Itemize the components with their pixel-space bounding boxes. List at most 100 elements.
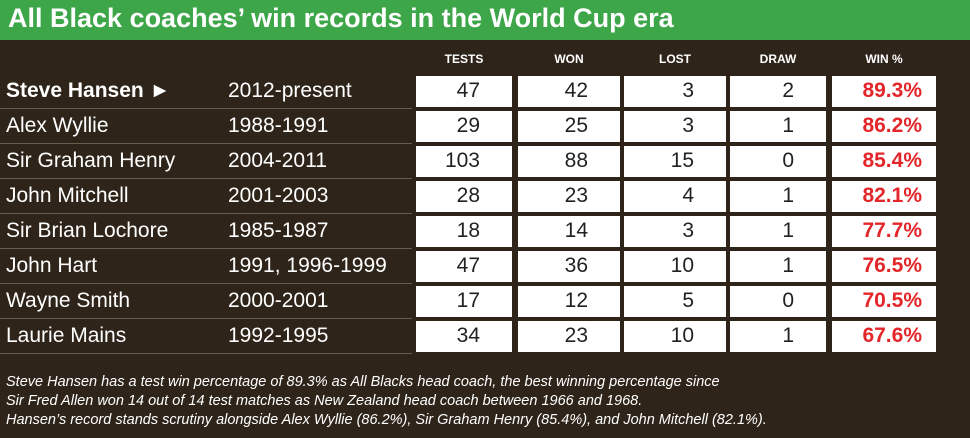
stat: 47 xyxy=(456,79,480,102)
period: 2000-2001 xyxy=(228,289,329,312)
cell-bg xyxy=(832,76,936,107)
cell-bg xyxy=(730,216,826,247)
footnote: Hansen’s record stands scrutiny alongsid… xyxy=(6,412,767,428)
coach-name: Alex Wyllie xyxy=(6,114,109,137)
cell-bg xyxy=(416,181,512,212)
stat: 36 xyxy=(564,254,588,277)
stat: 17 xyxy=(456,289,480,312)
stat: 15 xyxy=(670,149,694,172)
cell-bg xyxy=(624,146,726,177)
cell-bg xyxy=(730,321,826,352)
row-separator xyxy=(0,283,412,284)
cell-bg xyxy=(624,76,726,107)
win-percent: 86.2% xyxy=(862,114,922,137)
stat: 3 xyxy=(682,219,694,242)
title: All Black coaches’ win records in the Wo… xyxy=(8,3,674,33)
stat: 1 xyxy=(782,184,794,207)
win-percent: 76.5% xyxy=(862,254,922,277)
coach-name: Sir Brian Lochore xyxy=(6,219,169,242)
stat: 5 xyxy=(682,289,694,312)
row-separator xyxy=(0,353,412,354)
column-header: WON xyxy=(554,52,584,66)
win-percent: 70.5% xyxy=(862,289,922,312)
cell-bg xyxy=(624,321,726,352)
period: 2012-present xyxy=(228,79,352,102)
row-separator xyxy=(0,213,412,214)
footnote: Steve Hansen has a test win percentage o… xyxy=(6,374,720,390)
cell-bg xyxy=(832,321,936,352)
cell-bg xyxy=(832,146,936,177)
cell-bg xyxy=(624,286,726,317)
period: 1985-1987 xyxy=(228,219,329,242)
stat: 10 xyxy=(670,324,694,347)
period: 2001-2003 xyxy=(228,184,329,207)
cell-bg xyxy=(832,216,936,247)
stat: 0 xyxy=(782,149,794,172)
cell-bg xyxy=(518,76,620,107)
stat: 88 xyxy=(564,149,588,172)
stat: 2 xyxy=(782,79,794,102)
column-header: DRAW xyxy=(759,52,797,66)
cell-bg xyxy=(518,251,620,282)
cell-bg xyxy=(518,286,620,317)
cell-bg xyxy=(832,251,936,282)
cell-bg xyxy=(730,286,826,317)
row-separator xyxy=(0,143,412,144)
stat: 23 xyxy=(564,184,588,207)
stat: 0 xyxy=(782,289,794,312)
column-header: TESTS xyxy=(444,52,484,66)
cell-bg xyxy=(416,76,512,107)
coach-name: John Hart xyxy=(6,254,98,277)
cell-bg xyxy=(730,251,826,282)
cell-bg xyxy=(416,321,512,352)
cell-bg xyxy=(832,111,936,142)
cell-bg xyxy=(624,216,726,247)
cell-bg xyxy=(730,181,826,212)
stat: 12 xyxy=(564,289,588,312)
row-separator xyxy=(0,178,412,179)
stat: 29 xyxy=(456,114,480,137)
cell-bg xyxy=(518,216,620,247)
win-percent: 82.1% xyxy=(862,184,922,207)
period: 1991, 1996-1999 xyxy=(228,254,387,277)
row-separator xyxy=(0,318,412,319)
stat: 42 xyxy=(564,79,588,102)
win-percent: 67.6% xyxy=(862,324,922,347)
stat: 3 xyxy=(682,114,694,137)
cell-bg xyxy=(832,181,936,212)
cell-bg xyxy=(730,111,826,142)
coach-name: Laurie Mains xyxy=(6,324,127,347)
stat: 47 xyxy=(456,254,480,277)
footnote: Sir Fred Allen won 14 out of 14 test mat… xyxy=(6,393,643,409)
win-percent: 89.3% xyxy=(862,79,922,102)
period: 2004-2011 xyxy=(228,149,327,172)
cell-bg xyxy=(730,76,826,107)
stat: 1 xyxy=(782,114,794,137)
cell-bg xyxy=(624,181,726,212)
stat: 25 xyxy=(564,114,588,137)
stat: 103 xyxy=(444,149,480,172)
coach-name: Sir Graham Henry xyxy=(6,149,176,172)
cell-bg xyxy=(518,111,620,142)
title-bar: All Black coaches’ win records in the Wo… xyxy=(0,0,970,40)
period: 1988-1991 xyxy=(228,114,329,137)
stat: 14 xyxy=(564,219,588,242)
stat: 10 xyxy=(670,254,694,277)
cell-bg xyxy=(518,146,620,177)
cell-bg xyxy=(624,251,726,282)
stat: 18 xyxy=(456,219,480,242)
cell-bg xyxy=(416,251,512,282)
stat: 23 xyxy=(564,324,588,347)
cell-bg xyxy=(416,111,512,142)
stat: 4 xyxy=(682,184,694,207)
cell-bg xyxy=(416,216,512,247)
cell-bg xyxy=(730,146,826,177)
row-separator xyxy=(0,108,412,109)
cell-bg xyxy=(518,321,620,352)
stat: 1 xyxy=(782,254,794,277)
stat: 1 xyxy=(782,324,794,347)
win-percent: 77.7% xyxy=(862,219,922,242)
coach-name: John Mitchell xyxy=(6,184,129,207)
column-header: WIN % xyxy=(865,52,903,66)
